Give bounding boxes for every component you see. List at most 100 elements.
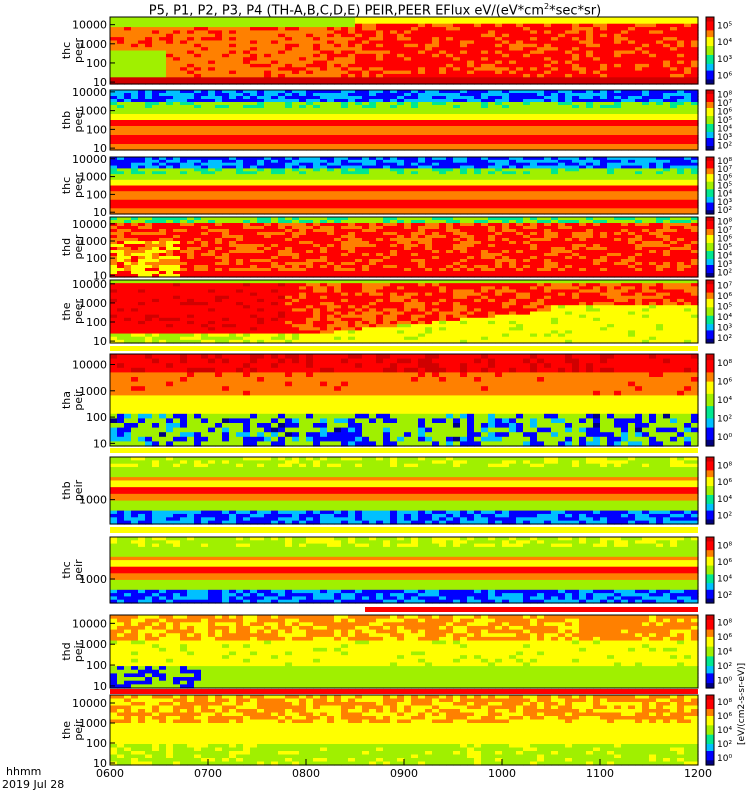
spectrogram-cell bbox=[446, 114, 454, 118]
spectrogram-cell bbox=[502, 194, 510, 198]
spectrogram-cell bbox=[677, 126, 685, 130]
spectrogram-cell bbox=[306, 144, 314, 148]
spectrogram-cell bbox=[110, 211, 118, 215]
spectrogram-cell bbox=[565, 70, 573, 75]
spectrogram-cell bbox=[292, 208, 300, 212]
spectrogram-cell bbox=[236, 159, 244, 164]
spectrogram-cell bbox=[621, 174, 629, 178]
spectrogram-cell bbox=[579, 27, 587, 31]
spectrogram-cell bbox=[320, 108, 328, 112]
spectrogram-cell bbox=[376, 70, 384, 75]
spectrogram-cell bbox=[194, 80, 202, 85]
spectrogram-cell bbox=[488, 60, 496, 65]
spectrogram-cell bbox=[502, 73, 510, 78]
spectrogram-cell bbox=[327, 157, 335, 161]
spectrogram-cell bbox=[194, 43, 202, 48]
spectrogram-cell bbox=[635, 20, 643, 25]
spectrogram-cell bbox=[236, 188, 244, 192]
spectrogram-cell bbox=[348, 33, 356, 38]
spectrogram-cell bbox=[509, 159, 517, 164]
spectrogram-cell bbox=[404, 188, 412, 192]
spectrogram-cell bbox=[656, 70, 664, 75]
spectrogram-cell bbox=[229, 165, 237, 169]
spectrogram-cell bbox=[418, 179, 426, 184]
spectrogram-cell bbox=[586, 211, 594, 215]
spectrogram-cell bbox=[313, 138, 321, 142]
spectrogram-cell bbox=[649, 70, 657, 75]
spectrogram-cell bbox=[159, 90, 167, 94]
spectrogram-cell bbox=[677, 96, 685, 100]
spectrogram-cell bbox=[222, 138, 230, 142]
spectrogram-cell bbox=[299, 129, 307, 133]
spectrogram-cell bbox=[453, 27, 461, 31]
spectrogram-cell bbox=[243, 141, 251, 145]
spectrogram-cell bbox=[369, 141, 377, 145]
spectrogram-cell bbox=[663, 80, 671, 85]
spectrogram-cell bbox=[215, 135, 223, 139]
colorbar-segment bbox=[706, 41, 714, 45]
spectrogram-cell bbox=[691, 141, 699, 145]
spectrogram-cell bbox=[425, 117, 433, 121]
spectrogram-cell bbox=[516, 96, 524, 100]
spectrogram-cell bbox=[355, 23, 363, 28]
spectrogram-cell bbox=[110, 53, 118, 58]
spectrogram-cell bbox=[509, 17, 517, 21]
spectrogram-cell bbox=[362, 47, 370, 52]
spectrogram-cell bbox=[180, 27, 188, 31]
spectrogram-cell bbox=[110, 182, 118, 187]
spectrogram-cell bbox=[418, 147, 426, 151]
spectrogram-cell bbox=[670, 20, 678, 25]
spectrogram-cell bbox=[292, 159, 300, 164]
spectrogram-cell bbox=[348, 67, 356, 72]
colorbar-segment bbox=[706, 118, 714, 121]
spectrogram-cell bbox=[418, 138, 426, 142]
spectrogram-cell bbox=[376, 23, 384, 28]
spectrogram-cell bbox=[565, 27, 573, 31]
spectrogram-cell bbox=[173, 174, 181, 178]
spectrogram-cell bbox=[621, 168, 629, 172]
spectrogram-cell bbox=[397, 182, 405, 187]
spectrogram-cell bbox=[460, 33, 468, 38]
spectrogram-cell bbox=[600, 43, 608, 48]
spectrogram-cell bbox=[376, 105, 384, 109]
y-tick-label: 10 bbox=[93, 142, 107, 155]
spectrogram-cell bbox=[243, 129, 251, 133]
spectrogram-cell bbox=[124, 114, 132, 118]
spectrogram-cell bbox=[110, 57, 118, 62]
spectrogram-cell bbox=[327, 60, 335, 65]
spectrogram-cell bbox=[649, 108, 657, 112]
colorbar-segment bbox=[706, 128, 714, 131]
spectrogram-cell bbox=[362, 188, 370, 192]
spectrogram-cell bbox=[509, 141, 517, 145]
spectrogram-cell bbox=[460, 108, 468, 112]
spectrogram-cell bbox=[558, 108, 566, 112]
spectrogram-cell bbox=[656, 126, 664, 130]
spectrogram-cell bbox=[460, 202, 468, 207]
spectrogram-cell bbox=[509, 60, 517, 65]
spectrogram-cell bbox=[425, 159, 433, 164]
spectrogram-cell bbox=[397, 120, 405, 124]
spectrogram-cell bbox=[376, 53, 384, 58]
spectrogram-cell bbox=[628, 159, 636, 164]
spectrogram-cell bbox=[131, 108, 139, 112]
spectrogram-cell bbox=[313, 111, 321, 115]
spectrogram-cell bbox=[544, 60, 552, 65]
spectrogram-cell bbox=[173, 40, 181, 45]
spectrogram-cell bbox=[117, 205, 125, 209]
spectrogram-cell bbox=[425, 132, 433, 136]
spectrogram-cell bbox=[236, 67, 244, 72]
spectrogram-cell bbox=[425, 120, 433, 124]
spectrogram-cell bbox=[516, 102, 524, 106]
spectrogram-cell bbox=[418, 185, 426, 189]
spectrogram-cell bbox=[656, 50, 664, 55]
spectrogram-cell bbox=[180, 191, 188, 195]
spectrogram-cell bbox=[649, 60, 657, 65]
spectrogram-cell bbox=[215, 205, 223, 209]
spectrogram-cell bbox=[166, 93, 174, 97]
spectrogram-cell bbox=[523, 108, 531, 112]
spectrogram-cell bbox=[460, 159, 468, 164]
spectrogram-cell bbox=[159, 63, 167, 68]
spectrogram-cell bbox=[299, 77, 307, 82]
spectrogram-cell bbox=[278, 129, 286, 133]
spectrogram-cell bbox=[488, 141, 496, 145]
